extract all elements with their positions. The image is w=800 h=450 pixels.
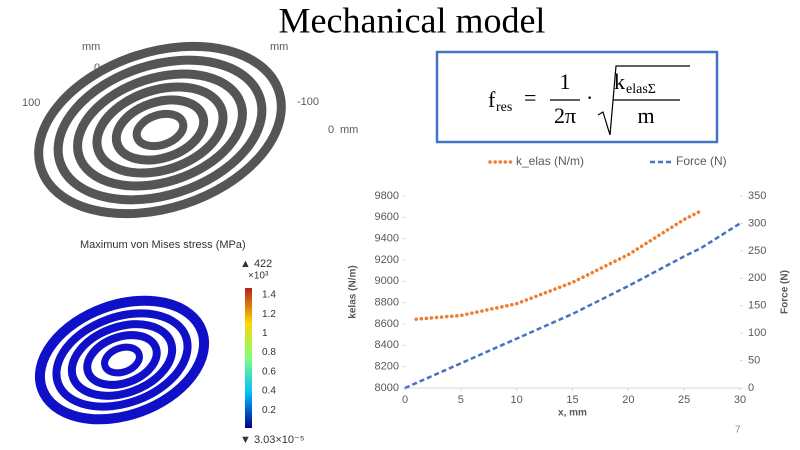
axis-label: -100 <box>297 96 319 108</box>
colorbar-label: 0.4 <box>262 386 276 397</box>
stress-title: Maximum von Mises stress (MPa) <box>80 239 246 251</box>
slide-title: Mechanical model <box>279 0 546 40</box>
x-axis-label: x, mm <box>558 408 587 419</box>
formula-part: f <box>488 87 496 112</box>
formula-part: = <box>524 85 536 110</box>
y-tick-label: 9000 <box>375 275 399 287</box>
legend-label: Force (N) <box>676 154 727 168</box>
x-tick-label: 20 <box>622 394 634 406</box>
formula-part: elasΣ <box>626 82 656 97</box>
y-tick-label: 9600 <box>375 211 399 223</box>
axis-label: 100 <box>22 97 40 109</box>
y2-tick-label: 200 <box>748 272 766 284</box>
x-tick-label: 0 <box>402 394 408 406</box>
axis-label: mm <box>82 41 100 53</box>
colorbar-min: ▼ 3.03×10⁻⁵ <box>240 434 304 446</box>
y-tick-label: 8200 <box>375 361 399 373</box>
colorbar-label: 1 <box>262 328 268 339</box>
y-tick-label: 8800 <box>375 297 399 309</box>
y2-tick-label: 250 <box>748 245 766 257</box>
y-tick-label: 9200 <box>375 254 399 266</box>
y-tick-label: 8600 <box>375 318 399 330</box>
x-tick-label: 5 <box>458 394 464 406</box>
y-axis-label: kelas (N/m) <box>348 265 359 318</box>
colorbar-label: 1.2 <box>262 309 276 320</box>
series-line <box>404 222 741 390</box>
geometry-image <box>34 41 286 219</box>
formula-part: 2π <box>554 103 576 128</box>
x-tick-label: 30 <box>734 394 746 406</box>
colorbar-label: 0.8 <box>262 347 276 358</box>
y-tick-label: 9400 <box>375 233 399 245</box>
y2-tick-label: 350 <box>748 190 766 202</box>
formula-box <box>435 50 719 144</box>
y2-tick-label: 0 <box>748 382 754 394</box>
geometry-labels: mm mm 0 100 -100 0 mm <box>22 41 358 136</box>
colorbar-label: 0.6 <box>262 366 276 377</box>
y2-tick-label: 50 <box>748 354 760 366</box>
y-tick-label: 9800 <box>375 190 399 202</box>
x-tick-label: 25 <box>678 394 690 406</box>
axis-label: mm <box>270 41 288 53</box>
x-tick-label: 15 <box>566 394 578 406</box>
axis-label: 0 <box>94 62 100 74</box>
stress-image <box>34 295 210 425</box>
y-tick-label: 8000 <box>375 382 399 394</box>
y2-axis-label: Force (N) <box>780 270 791 314</box>
y2-tick-label: 100 <box>748 327 766 339</box>
page-number: 7 <box>735 425 741 436</box>
colorbar <box>245 288 252 428</box>
formula-part: 1 <box>560 69 571 94</box>
colorbar-max: ▲ 422 <box>240 258 272 270</box>
y2-tick-label: 150 <box>748 300 766 312</box>
colorbar-label: 1.4 <box>262 290 276 301</box>
axis-label: 0 <box>328 124 334 136</box>
formula-part: · <box>586 85 593 110</box>
formula-part: k <box>614 69 625 94</box>
axis-label: mm <box>340 124 358 136</box>
x-tick-label: 10 <box>511 394 523 406</box>
y2-tick-label: 300 <box>748 217 766 229</box>
series-line <box>414 209 703 321</box>
colorbar-label: 0.2 <box>262 405 276 416</box>
legend-label: k_elas (N/m) <box>516 154 584 168</box>
formula-part: res <box>496 100 512 115</box>
formula-part: m <box>637 103 654 128</box>
formula: f res = 1 2π · k elasΣ m <box>488 65 690 136</box>
y-tick-label: 8400 <box>375 339 399 351</box>
colorbar-scale: ×10³ <box>248 271 269 282</box>
